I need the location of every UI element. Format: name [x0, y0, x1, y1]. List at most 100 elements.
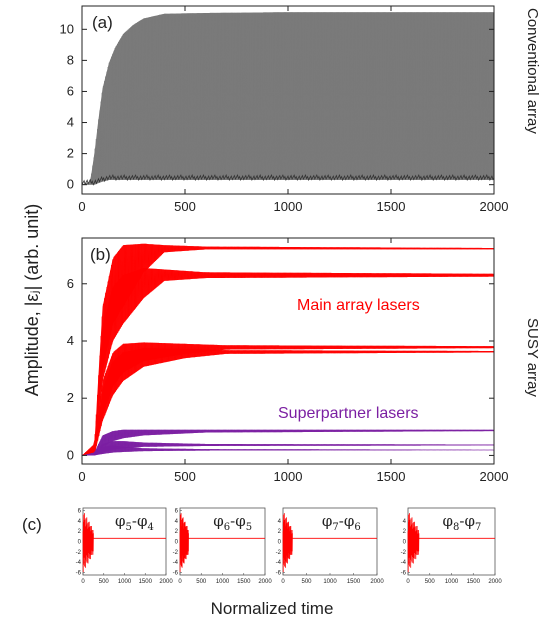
main-array-series-trace	[82, 348, 495, 457]
phase-difference-series	[282, 513, 377, 573]
panel-b: 0 500 1000 1500 2000 0 2 4 6 (b) Main array lase…	[67, 237, 541, 484]
phase-inset-ytick-label: 0	[403, 540, 407, 546]
superpartner-annotation: Superpartner lasers	[278, 405, 419, 422]
phase-inset-frame	[179, 507, 266, 576]
panel-a-axes: 0 500 1000 1500 2000 0 2 4 6 8 10	[60, 6, 509, 214]
phase-symbol-b: φ	[464, 512, 475, 530]
phase-inset-ytick-label: -2	[173, 550, 179, 556]
conventional-array-series-trace	[82, 12, 495, 186]
phase-symbol-a: φ	[443, 512, 454, 530]
main-array-series-trace	[82, 243, 495, 457]
phase-inset-xtick-label: 1500	[237, 579, 251, 585]
phase-inset-title: φ7-φ6	[322, 512, 361, 533]
phase-symbol-a: φ	[115, 512, 126, 530]
phase-inset-ytick-label: 6	[175, 509, 179, 515]
panel-a-ytick-label: 4	[67, 115, 74, 130]
phase-inset-xtick-label: 1000	[216, 579, 230, 585]
phase-subscript-b: 6	[354, 522, 360, 533]
superpartner-series	[82, 445, 494, 456]
panel-b-xtick-label: 2000	[480, 469, 509, 484]
conventional-array-lower-edge	[81, 174, 495, 186]
phase-minus: -	[132, 512, 137, 530]
phase-subscript-b: 7	[475, 522, 481, 533]
phase-inset-ytick-label: 0	[278, 540, 282, 546]
panel-b-xtick-label: 0	[78, 469, 85, 484]
phase-inset-xtick-label: 2000	[258, 579, 272, 585]
superpartner-series-trace	[82, 445, 495, 457]
phase-symbol-b: φ	[235, 512, 246, 530]
phase-symbol-a: φ	[213, 512, 224, 530]
phase-subscript-b: 5	[246, 522, 252, 533]
phase-minus: -	[339, 512, 344, 530]
phase-inset-xtick-label: 0	[406, 579, 410, 585]
phase-subscript-b: 4	[148, 522, 154, 533]
phase-inset-ytick-label: 4	[78, 519, 82, 525]
phase-inset-ytick-label: 2	[78, 529, 82, 535]
superpartner-series	[82, 441, 494, 456]
phase-inset-ytick-label: 2	[278, 529, 282, 535]
panel-a-ytick-label: 8	[67, 52, 74, 67]
panel-b-xtick-label: 1000	[274, 469, 303, 484]
main-array-series-trace	[82, 268, 495, 457]
panel-b-side-label: SUSY array	[524, 318, 541, 397]
panel-a-xtick-label: 2000	[480, 199, 509, 214]
phase-symbol-b: φ	[344, 512, 355, 530]
phase-inset-xtick-label: 0	[178, 579, 182, 585]
phase-inset-xtick-label: 2000	[370, 579, 384, 585]
panel-c-label: (c)	[22, 515, 42, 534]
phase-inset-xtick-label: 500	[196, 579, 207, 585]
phase-inset-xtick-label: 2000	[159, 579, 173, 585]
phase-inset-ytick-label: 4	[403, 519, 407, 525]
panel-a-plot-area	[81, 12, 495, 186]
phase-inset-ytick-label: 2	[175, 529, 179, 535]
phase-inset-ytick-label: -4	[173, 560, 179, 566]
phase-inset-xtick-label: 1500	[139, 579, 153, 585]
phase-inset-xtick-label: 1500	[467, 579, 481, 585]
panel-a-xtick-label: 0	[78, 199, 85, 214]
phase-inset-xtick-label: 2000	[488, 579, 502, 585]
panel-b-axes: 0 500 1000 1500 2000 0 2 4 6	[67, 238, 509, 484]
phase-inset-xtick-label: 500	[99, 579, 110, 585]
phase-inset-ytick-label: 0	[78, 540, 82, 546]
panel-b-xtick-label: 1500	[377, 469, 406, 484]
panel-a-ytick-label: 0	[67, 177, 74, 192]
phase-subscript-a: 8	[453, 522, 459, 533]
superpartner-series-trace	[82, 428, 495, 457]
phase-inset-frame	[282, 507, 378, 576]
x-axis-label: Normalized time	[211, 599, 334, 618]
y-axis-label: Amplitude, |εⱼ| (arb. unit)	[22, 204, 42, 397]
panel-a-xtick-label: 500	[174, 199, 196, 214]
phase-subscript-a: 7	[332, 522, 338, 533]
phase-difference-series	[407, 513, 495, 573]
panel-b-ytick-label: 0	[67, 447, 74, 462]
superpartner-series-trace	[82, 441, 495, 457]
phase-inset-xtick-label: 0	[281, 579, 285, 585]
panel-a-label: (a)	[92, 13, 113, 32]
phase-difference-series	[179, 513, 265, 573]
phase-inset-xtick-label: 500	[425, 579, 436, 585]
phase-inset-ytick-label: -6	[401, 570, 407, 576]
phase-inset-ytick-label: 6	[78, 509, 82, 515]
phase-inset-ytick-label: -4	[76, 560, 82, 566]
phase-minus: -	[459, 512, 464, 530]
panel-a-side-label: Conventional array	[524, 8, 541, 134]
panel-a-ytick-label: 10	[60, 21, 74, 36]
panel-b-label: (b)	[90, 245, 111, 264]
panel-a-ytick-label: 6	[67, 83, 74, 98]
phase-inset-ytick-label: -2	[76, 550, 82, 556]
phase-inset-ytick-label: 4	[175, 519, 179, 525]
phase-inset-xtick-label: 1000	[118, 579, 132, 585]
main-array-annotation: Main array lasers	[297, 297, 420, 314]
phase-symbol-b: φ	[137, 512, 148, 530]
phase-inset-ytick-label: -2	[401, 550, 407, 556]
panel-b-ytick-label: 6	[67, 276, 74, 291]
phase-inset-ytick-label: -6	[76, 570, 82, 576]
phase-subscript-a: 6	[224, 522, 230, 533]
phase-inset-ytick-label: 4	[278, 519, 282, 525]
phase-inset-ytick-label: -6	[173, 570, 179, 576]
